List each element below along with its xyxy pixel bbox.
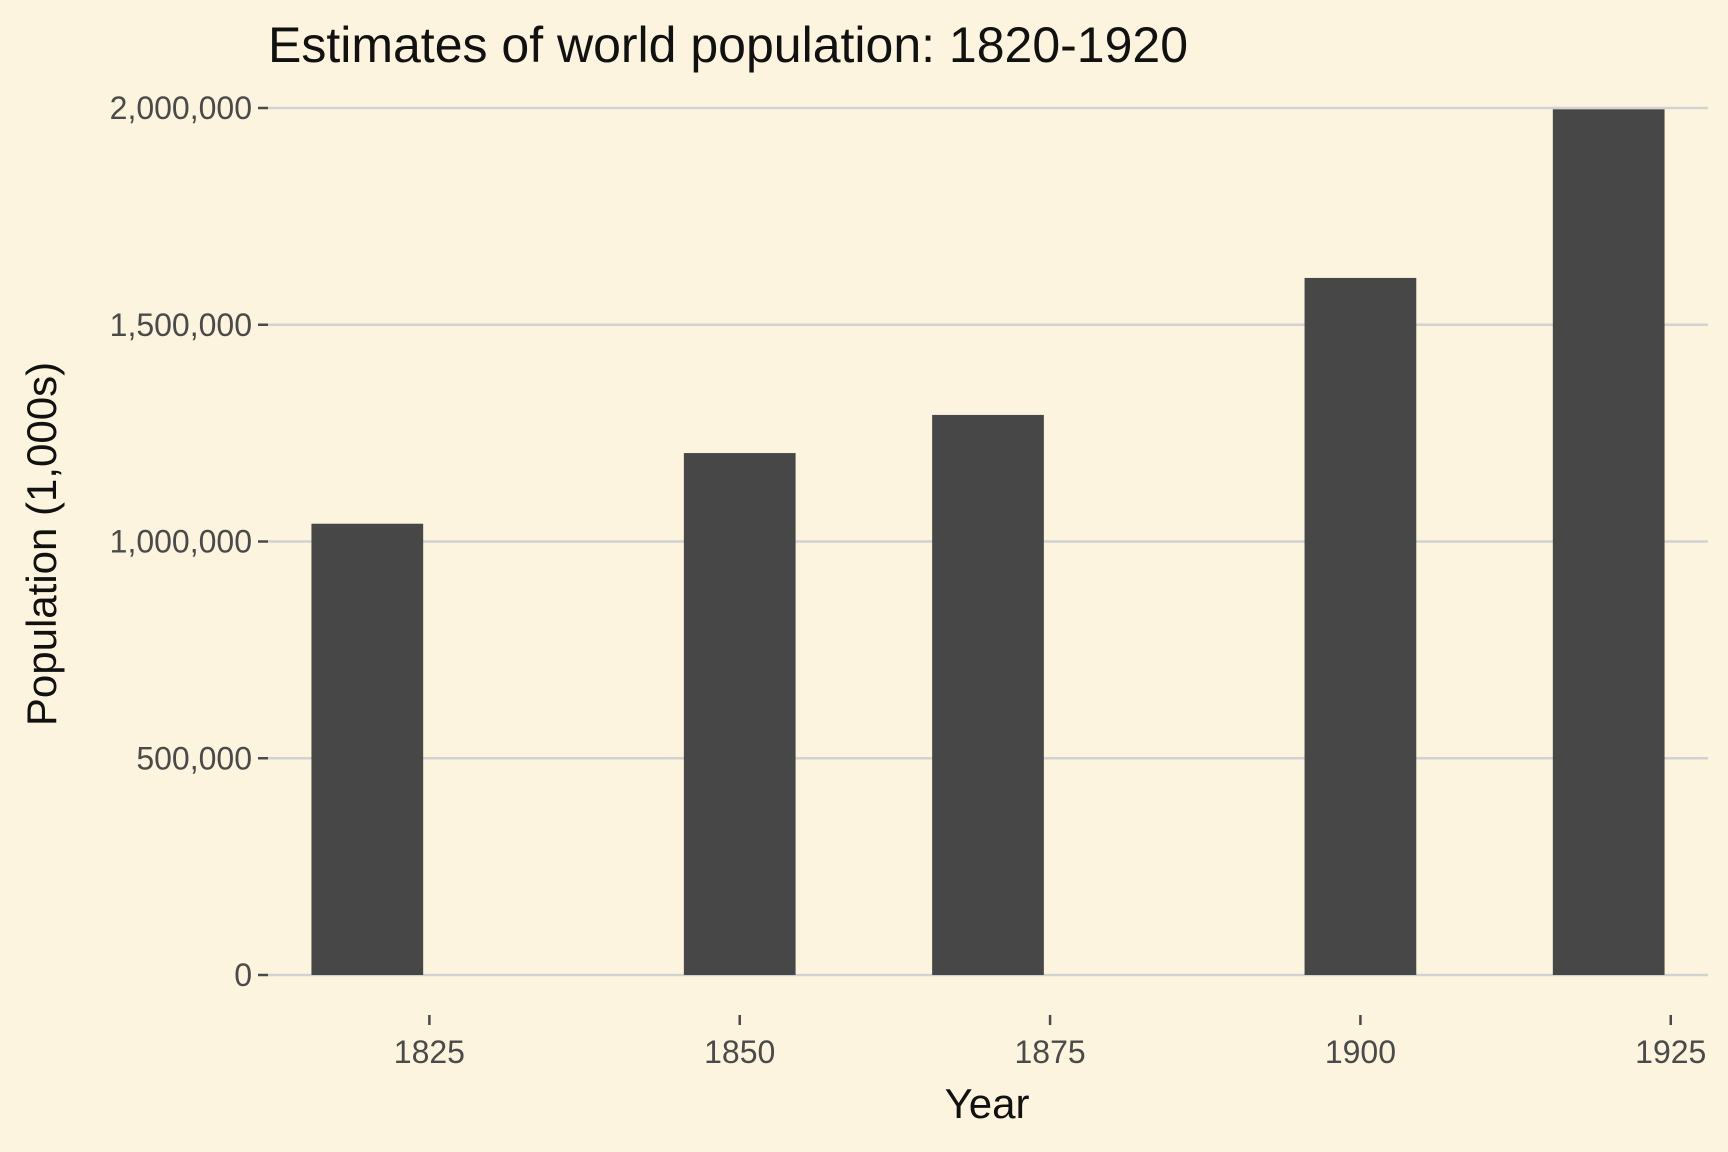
bar-1820 bbox=[311, 523, 424, 975]
bar-1850 bbox=[683, 453, 796, 975]
bar-1920 bbox=[1552, 109, 1665, 976]
x-tick-label: 1850 bbox=[704, 1034, 775, 1070]
x-axis: 1825 1850 1875 1900 1925 bbox=[394, 1015, 1706, 1070]
x-tick-label: 1900 bbox=[1325, 1034, 1396, 1070]
x-tick-label: 1875 bbox=[1014, 1034, 1085, 1070]
y-axis-title: Population (1,000s) bbox=[18, 362, 65, 726]
y-axis: 0 500,000 1,000,000 1,500,000 2,000,000 bbox=[110, 90, 268, 993]
bar-1870 bbox=[932, 414, 1044, 976]
x-tick-label: 1925 bbox=[1635, 1034, 1706, 1070]
chart-title: Estimates of world population: 1820-1920 bbox=[268, 17, 1188, 73]
y-tick-label: 1,000,000 bbox=[110, 524, 252, 560]
y-tick-label: 0 bbox=[234, 957, 252, 993]
bars bbox=[311, 109, 1665, 976]
y-tick-label: 1,500,000 bbox=[110, 307, 252, 343]
y-tick-label: 2,000,000 bbox=[110, 90, 252, 126]
bar-1900 bbox=[1304, 277, 1417, 975]
x-axis-title: Year bbox=[945, 1080, 1030, 1127]
x-tick-label: 1825 bbox=[394, 1034, 465, 1070]
y-tick-label: 500,000 bbox=[136, 740, 252, 776]
